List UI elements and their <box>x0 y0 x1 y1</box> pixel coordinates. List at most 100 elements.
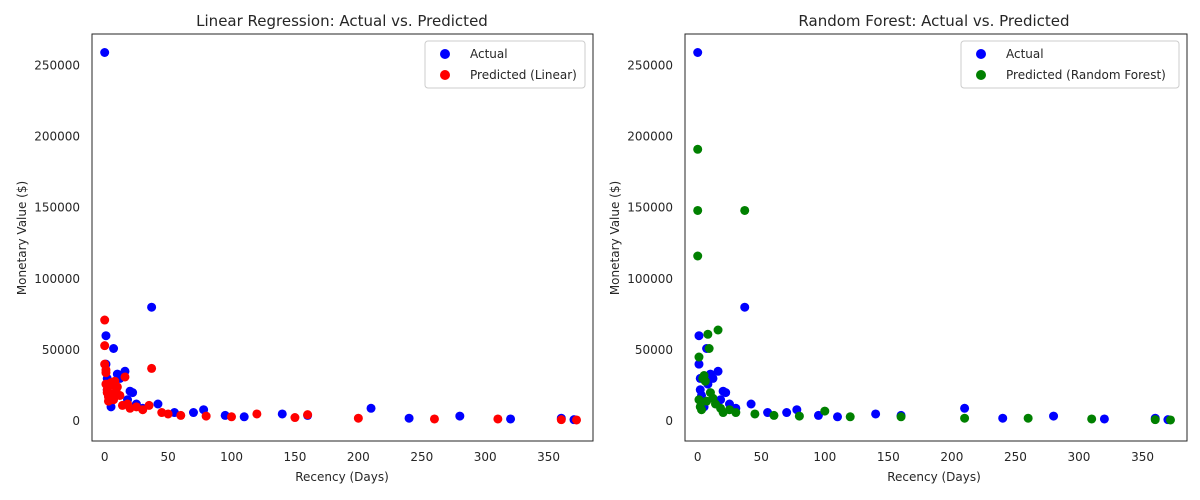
x-tick-label: 150 <box>283 450 306 464</box>
point-actual <box>100 48 110 57</box>
point-predicted-random-forest <box>1150 415 1160 425</box>
point-actual <box>721 388 731 398</box>
point-predicted-random-forest <box>1087 414 1097 424</box>
point-predicted-linear <box>429 414 439 424</box>
y-tick-label: 150000 <box>34 201 80 215</box>
point-predicted-random-forest <box>845 412 855 422</box>
point-actual <box>693 48 703 57</box>
plot-area <box>91 33 594 442</box>
random-forest-chart: Random Forest: Actual vs. Predicted 0 50 1… <box>608 12 1188 484</box>
legend-marker-actual <box>976 49 986 59</box>
x-tick-label: 250 <box>1004 450 1027 464</box>
x-tick-label: 150 <box>877 450 900 464</box>
legend-label-predicted: Predicted (Random Forest) <box>1006 68 1166 82</box>
data-points <box>100 48 582 425</box>
point-predicted-random-forest <box>1165 415 1175 425</box>
legend-marker-predicted <box>440 70 450 80</box>
point-actual <box>713 366 723 376</box>
point-actual <box>1049 411 1059 421</box>
y-axis-label: Monetary Value ($) <box>15 181 29 295</box>
point-predicted-random-forest <box>694 395 704 405</box>
legend-marker-actual <box>440 49 450 59</box>
x-tick-label: 100 <box>220 450 243 464</box>
x-tick-label: 300 <box>474 450 497 464</box>
tick-labels: 0 50 100 150 200 250 300 350 0 50000 100000 150000 2… <box>34 58 560 464</box>
point-predicted-linear <box>100 341 110 351</box>
point-predicted-linear <box>353 413 363 423</box>
x-tick-label: 100 <box>813 450 836 464</box>
x-tick-label: 350 <box>1131 450 1154 464</box>
y-tick-label: 0 <box>72 414 80 428</box>
point-actual <box>101 331 111 341</box>
point-actual <box>404 413 414 423</box>
point-predicted-random-forest <box>769 410 779 420</box>
point-actual <box>455 411 465 421</box>
legend-box <box>424 40 586 89</box>
point-predicted-random-forest <box>697 405 707 415</box>
point-actual <box>813 410 823 420</box>
point-predicted-linear <box>120 372 130 382</box>
x-tick-label: 0 <box>101 450 109 464</box>
point-predicted-linear <box>176 410 186 420</box>
point-predicted-random-forest <box>694 352 704 362</box>
point-predicted-random-forest <box>820 406 830 416</box>
x-axis-label: Recency (Days) <box>887 470 981 484</box>
point-actual <box>694 359 704 369</box>
plot-area <box>684 33 1188 442</box>
point-predicted-linear <box>163 409 173 419</box>
y-tick-label: 250000 <box>34 58 80 72</box>
point-predicted-random-forest <box>700 376 710 386</box>
point-actual <box>506 414 516 424</box>
point-actual <box>128 388 138 398</box>
legend-box <box>960 40 1180 89</box>
legend-label-actual: Actual <box>470 47 508 61</box>
x-tick-label: 50 <box>160 450 175 464</box>
point-predicted-linear <box>303 410 313 420</box>
x-tick-label: 200 <box>347 450 370 464</box>
point-predicted-random-forest <box>740 205 750 215</box>
y-tick-label: 200000 <box>34 129 80 143</box>
data-points <box>693 48 1175 425</box>
point-predicted-random-forest <box>693 251 703 261</box>
point-predicted-random-forest <box>693 144 703 154</box>
point-predicted-random-forest <box>693 205 703 215</box>
x-tick-label: 200 <box>940 450 963 464</box>
point-actual <box>746 399 756 409</box>
y-tick-label: 0 <box>665 414 673 428</box>
x-tick-label: 250 <box>410 450 433 464</box>
y-tick-label: 150000 <box>627 201 673 215</box>
point-predicted-linear <box>556 415 566 425</box>
point-predicted-random-forest <box>750 409 760 419</box>
chart-title: Random Forest: Actual vs. Predicted <box>798 12 1069 30</box>
point-predicted-linear <box>493 414 503 424</box>
point-actual <box>239 412 249 422</box>
point-predicted-linear <box>112 382 122 392</box>
point-actual <box>871 409 881 419</box>
point-actual <box>1099 414 1109 424</box>
y-tick-label: 100000 <box>627 272 673 286</box>
x-axis-label: Recency (Days) <box>295 470 389 484</box>
point-actual <box>833 412 843 422</box>
x-tick-label: 300 <box>1068 450 1091 464</box>
tick-labels: 0 50 100 150 200 250 300 350 0 50000 100000 150000 2… <box>627 58 1154 464</box>
point-actual <box>366 403 376 413</box>
point-predicted-linear <box>290 413 300 423</box>
point-predicted-linear <box>147 363 157 373</box>
point-actual <box>147 302 157 312</box>
legend-label-actual: Actual <box>1006 47 1044 61</box>
point-predicted-random-forest <box>731 408 741 418</box>
point-actual <box>960 403 970 413</box>
legend: Actual Predicted (Random Forest) <box>960 40 1180 89</box>
point-predicted-linear <box>144 400 154 410</box>
point-predicted-linear <box>101 368 111 378</box>
chart-title: Linear Regression: Actual vs. Predicted <box>196 12 488 30</box>
point-predicted-random-forest <box>896 412 906 422</box>
x-tick-label: 0 <box>694 450 702 464</box>
point-actual <box>277 409 287 419</box>
y-tick-label: 200000 <box>627 129 673 143</box>
x-tick-label: 50 <box>754 450 769 464</box>
point-predicted-linear <box>100 315 110 325</box>
point-actual <box>708 373 718 383</box>
x-tick-label: 350 <box>537 450 560 464</box>
point-actual <box>694 331 704 341</box>
